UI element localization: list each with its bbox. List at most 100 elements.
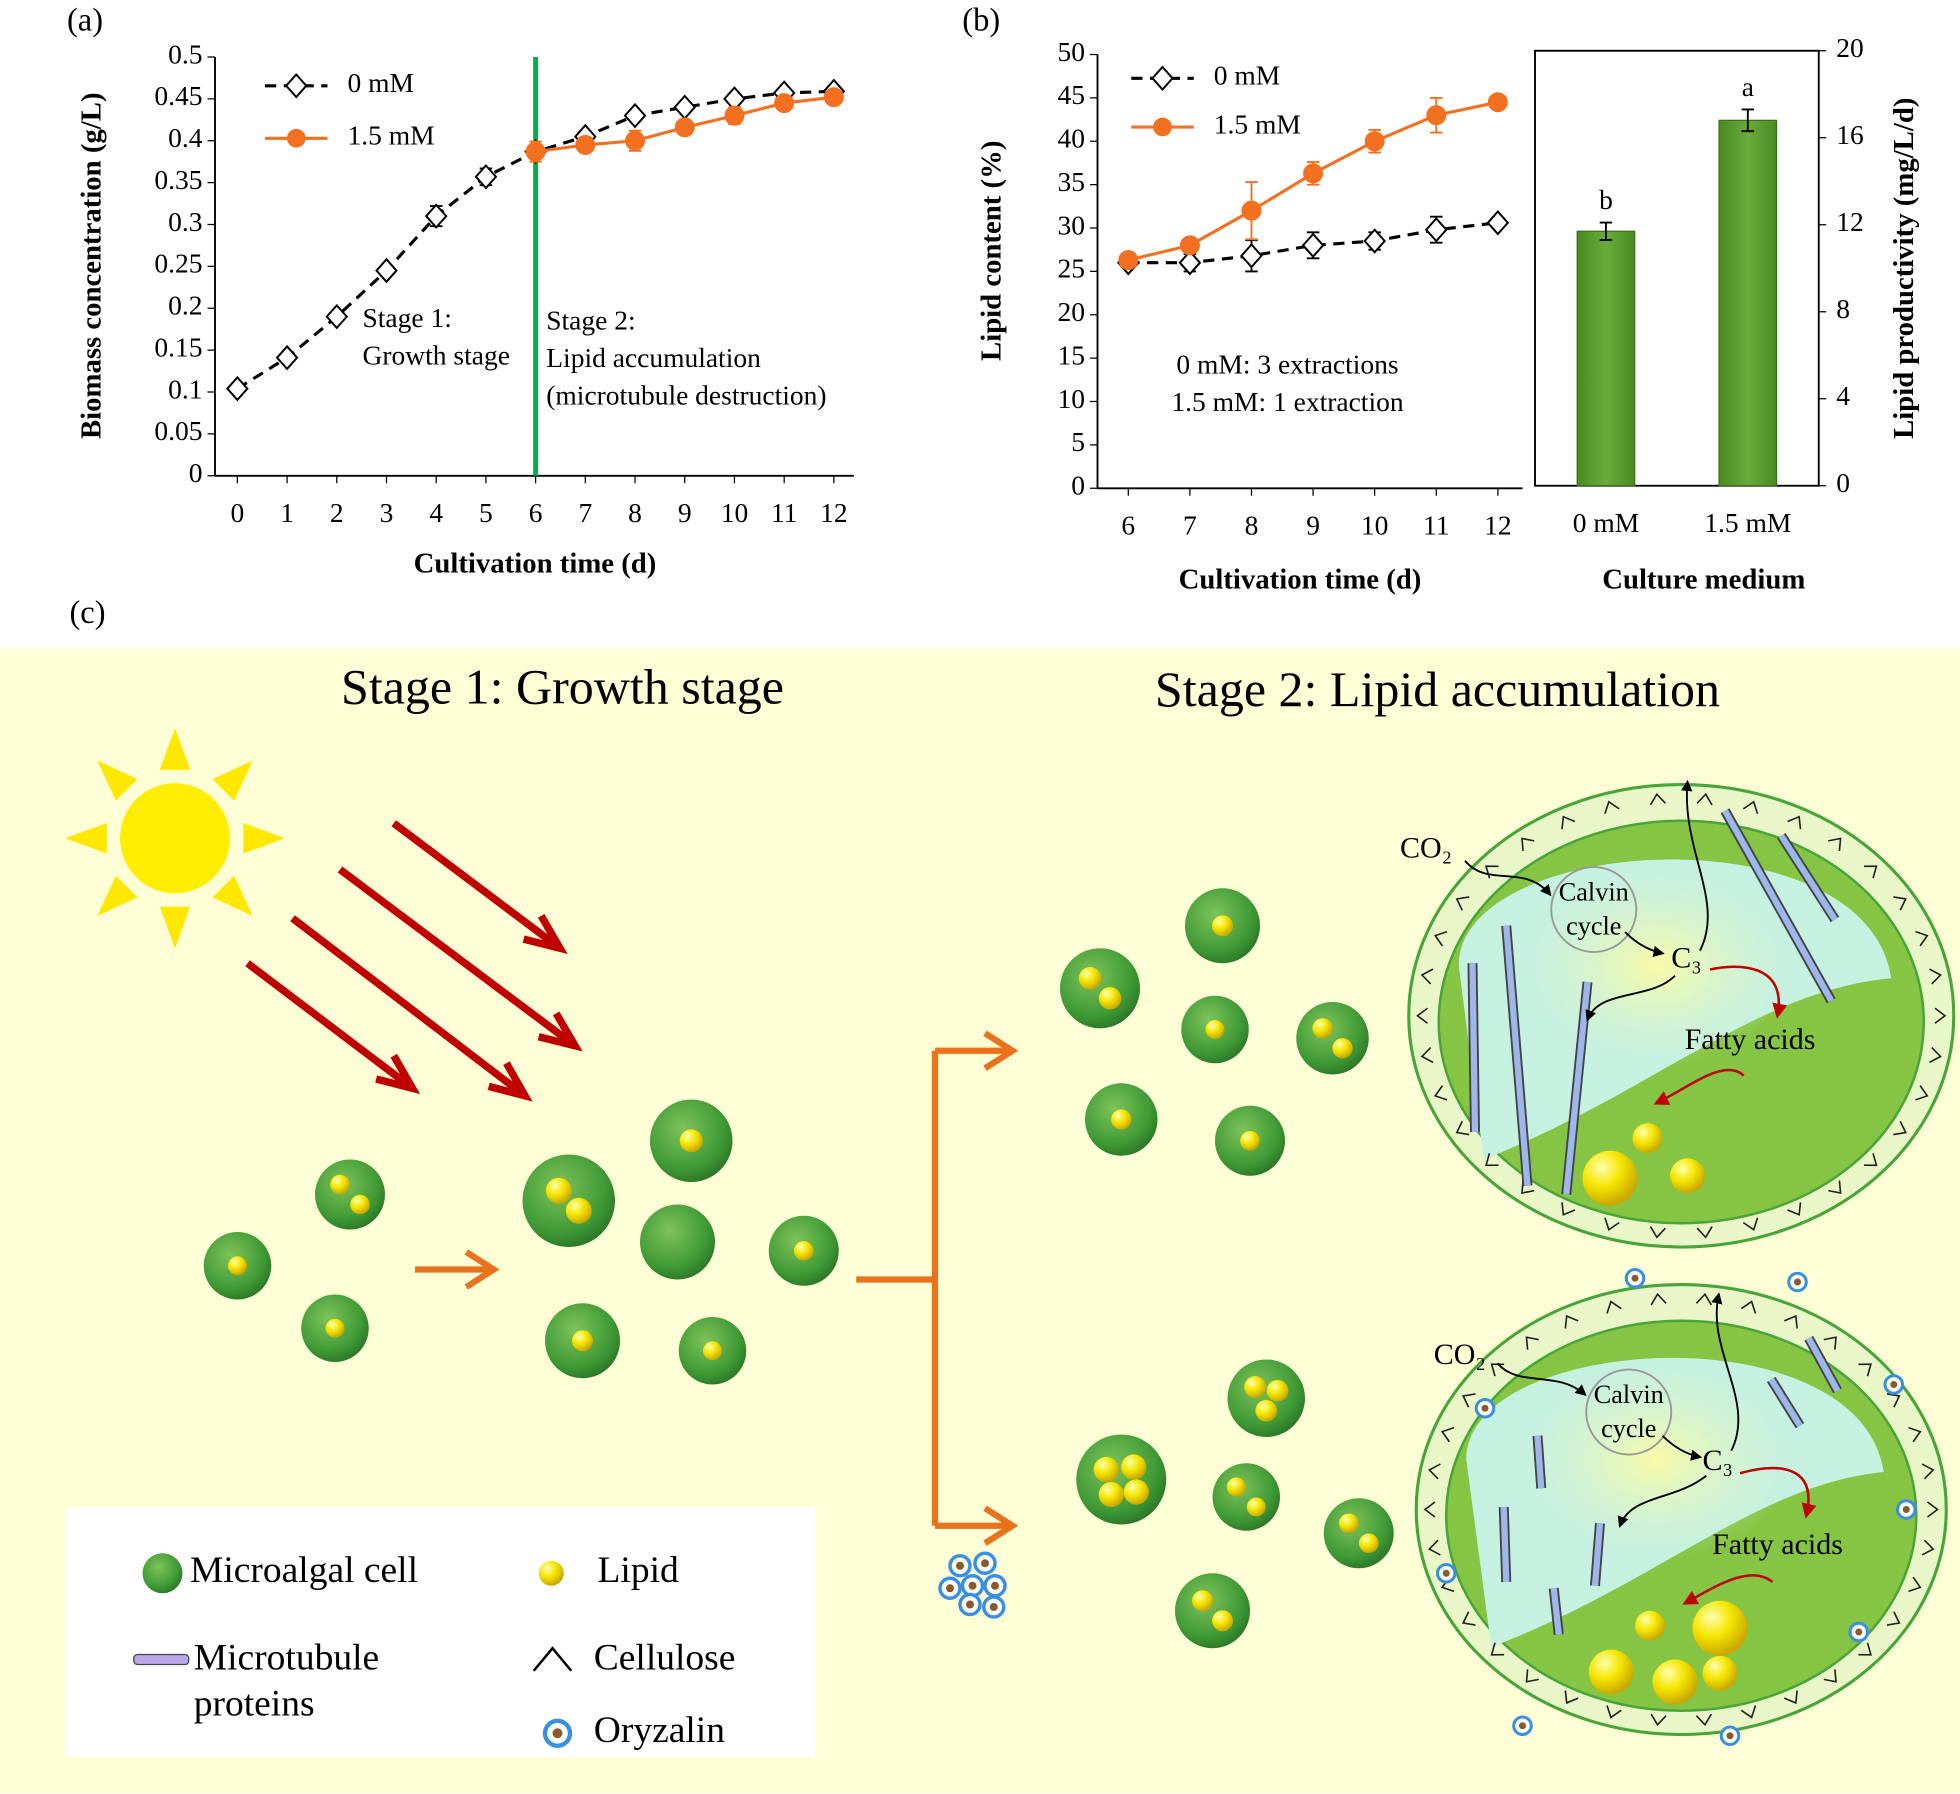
oryzalin-core	[946, 1584, 954, 1593]
y-tick-label: 5	[1071, 426, 1085, 457]
diagram-text: (c)	[69, 595, 105, 631]
y-tick-label: 0.3	[168, 206, 202, 237]
y-axis-title: Biomass concentration (g/L)	[75, 92, 107, 439]
cellulose	[1606, 1705, 1622, 1719]
x-tick-label: 11	[771, 497, 797, 528]
large-cell	[1407, 782, 1956, 1249]
lipid	[1358, 1533, 1379, 1554]
marker	[625, 130, 646, 151]
lipid	[545, 1177, 572, 1204]
cellulose	[1484, 1153, 1499, 1167]
microalgal-cell	[1076, 1434, 1167, 1525]
lipid	[1312, 1018, 1333, 1039]
lipid-droplet	[1582, 1150, 1638, 1206]
diagram-text: proteins	[194, 1684, 315, 1725]
legend-label: 1.5 mM	[348, 120, 435, 151]
sun-ray	[212, 875, 253, 917]
microalgal-cell	[1060, 948, 1140, 1029]
oryzalin-core	[1855, 1628, 1863, 1636]
cellulose	[1423, 1501, 1436, 1518]
diagram-text: CO₂	[1434, 1338, 1486, 1371]
legend-label: 0 mM	[1214, 60, 1280, 91]
marker	[1487, 92, 1508, 113]
lipid	[1078, 967, 1102, 990]
cellulose	[1828, 837, 1842, 851]
microtubule	[1806, 1336, 1841, 1393]
diagram-text: Lipid	[598, 1550, 679, 1591]
marker	[724, 105, 745, 126]
light-ray	[245, 960, 415, 1092]
microalgal-cell	[678, 1317, 747, 1385]
microalgal-cell	[650, 1099, 733, 1182]
x-tick-label: 0 mM	[1573, 507, 1639, 538]
cellulose	[1828, 1180, 1842, 1195]
microalgal-cell	[203, 1232, 272, 1300]
oryzalin-core	[1726, 1732, 1734, 1740]
cellulose	[1915, 1085, 1929, 1101]
sun-ray	[97, 875, 138, 917]
lipid	[1338, 1513, 1359, 1534]
microalgal-cell	[1175, 1573, 1250, 1649]
cellulose	[1428, 1539, 1441, 1556]
marker	[1486, 210, 1510, 236]
lipid	[228, 1256, 247, 1276]
x-tick-label: 9	[1306, 510, 1320, 541]
cellulose	[1604, 800, 1620, 814]
oryzalin-core	[968, 1581, 977, 1590]
lipid-droplet	[1702, 1655, 1738, 1691]
cellulose	[1695, 1713, 1713, 1727]
annotation: Lipid accumulation	[546, 342, 761, 373]
marker	[1178, 249, 1202, 276]
lipid	[1212, 1610, 1233, 1632]
light-ray	[337, 866, 578, 1049]
sun-ray	[97, 760, 138, 801]
cellulose	[1564, 1690, 1579, 1705]
cell-body	[1227, 1359, 1305, 1437]
marker	[1424, 216, 1448, 243]
lipid	[703, 1341, 722, 1361]
x-tick-label: 10	[721, 497, 749, 528]
oryzalin-core	[1442, 1569, 1450, 1577]
marker	[325, 303, 349, 330]
x-tick-label: 5	[479, 497, 493, 528]
marker	[1118, 250, 1139, 271]
cellulose	[1561, 815, 1576, 830]
cellulose	[1823, 1336, 1837, 1350]
cellulose	[1649, 792, 1666, 806]
pathway-arrow	[1585, 975, 1676, 1022]
sun-disk	[120, 783, 230, 894]
diagram-text: Fatty acids	[1685, 1023, 1816, 1056]
y-tick-label: 35	[1058, 166, 1086, 197]
diagram-text: Fatty acids	[1712, 1528, 1843, 1561]
cellulose	[1433, 1085, 1448, 1101]
microalgal-cell	[1181, 995, 1249, 1064]
microtubule	[1534, 1435, 1545, 1489]
significance-label: a	[1742, 71, 1754, 102]
lipid	[538, 1560, 564, 1586]
y-tick-label: 0	[1071, 470, 1085, 501]
lipid	[1332, 1038, 1353, 1059]
oryzalin-core	[966, 1600, 974, 1609]
annotation: 1.5 mM: 1 extraction	[1171, 386, 1403, 417]
lipid	[1111, 1109, 1132, 1130]
marker	[823, 87, 844, 108]
panel-label: (a)	[67, 3, 103, 39]
light-ray-head	[487, 1061, 533, 1102]
oryzalin-core	[552, 1728, 563, 1739]
cellulose	[1490, 1642, 1505, 1656]
cellulose-icon	[532, 1646, 573, 1672]
sun-ray	[65, 822, 107, 854]
sun	[65, 728, 285, 949]
x-tick-label: 9	[678, 497, 692, 528]
pathway-arrow	[1661, 1435, 1703, 1461]
oryzalin-core	[991, 1581, 999, 1590]
lipid	[1093, 1456, 1119, 1483]
x-tick-label: 1.5 mM	[1704, 507, 1791, 538]
x-tick-label: 7	[578, 497, 592, 528]
annotation: Stage 2:	[546, 305, 635, 336]
cellulose	[1455, 896, 1470, 911]
marker	[1364, 131, 1385, 152]
cellulose	[1428, 1463, 1441, 1480]
cellulose	[1863, 1153, 1878, 1167]
process-arrow-head	[983, 1030, 1019, 1071]
